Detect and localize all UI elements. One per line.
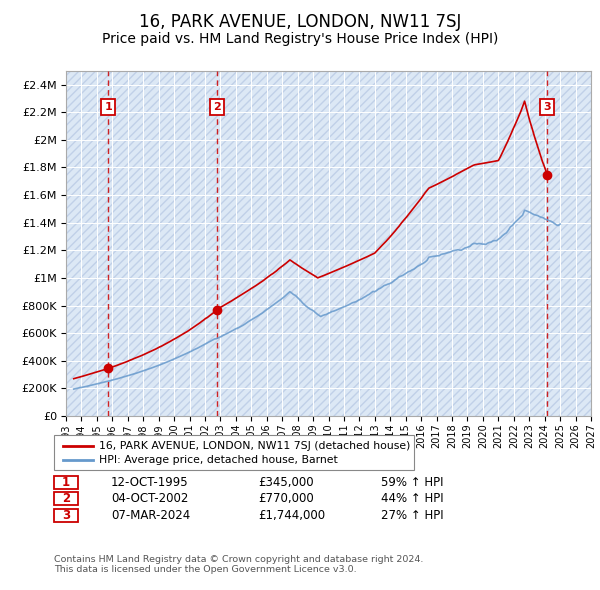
Text: £1,744,000: £1,744,000 — [258, 509, 325, 522]
Text: 27% ↑ HPI: 27% ↑ HPI — [381, 509, 443, 522]
Text: 16, PARK AVENUE, LONDON, NW11 7SJ: 16, PARK AVENUE, LONDON, NW11 7SJ — [139, 14, 461, 31]
Text: Price paid vs. HM Land Registry's House Price Index (HPI): Price paid vs. HM Land Registry's House … — [102, 32, 498, 46]
Text: 07-MAR-2024: 07-MAR-2024 — [111, 509, 190, 522]
Text: 1: 1 — [62, 476, 70, 489]
Text: 2: 2 — [62, 492, 70, 505]
Text: 3: 3 — [544, 102, 551, 112]
Text: £770,000: £770,000 — [258, 492, 314, 505]
Text: Contains HM Land Registry data © Crown copyright and database right 2024.
This d: Contains HM Land Registry data © Crown c… — [54, 555, 424, 574]
Text: 16, PARK AVENUE, LONDON, NW11 7SJ (detached house): 16, PARK AVENUE, LONDON, NW11 7SJ (detac… — [99, 441, 410, 451]
Text: 1: 1 — [104, 102, 112, 112]
Text: 04-OCT-2002: 04-OCT-2002 — [111, 492, 188, 505]
Text: 44% ↑ HPI: 44% ↑ HPI — [381, 492, 443, 505]
Text: 12-OCT-1995: 12-OCT-1995 — [111, 476, 188, 489]
Text: 3: 3 — [62, 509, 70, 522]
Text: 2: 2 — [212, 102, 220, 112]
Text: HPI: Average price, detached house, Barnet: HPI: Average price, detached house, Barn… — [99, 455, 338, 465]
Text: £345,000: £345,000 — [258, 476, 314, 489]
Text: 59% ↑ HPI: 59% ↑ HPI — [381, 476, 443, 489]
